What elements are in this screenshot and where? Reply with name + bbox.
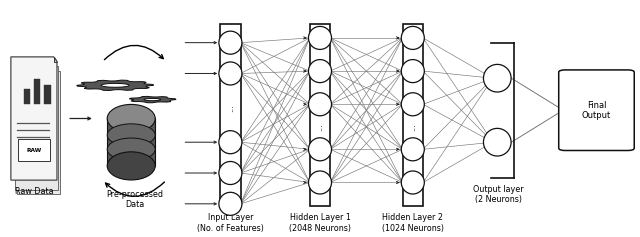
Bar bbox=[310, 24, 330, 206]
Ellipse shape bbox=[401, 171, 424, 194]
FancyBboxPatch shape bbox=[15, 66, 58, 190]
FancyBboxPatch shape bbox=[559, 70, 634, 150]
Text: Output layer
(2 Neurons): Output layer (2 Neurons) bbox=[473, 185, 524, 204]
Ellipse shape bbox=[483, 64, 511, 92]
Ellipse shape bbox=[308, 138, 332, 161]
Ellipse shape bbox=[483, 128, 511, 156]
Ellipse shape bbox=[308, 59, 332, 83]
Text: ...: ... bbox=[226, 104, 235, 112]
Text: Input Layer
(No. of Features): Input Layer (No. of Features) bbox=[197, 213, 264, 233]
Ellipse shape bbox=[401, 26, 424, 50]
Polygon shape bbox=[101, 83, 129, 87]
Ellipse shape bbox=[401, 138, 424, 161]
Bar bbox=[44, 85, 51, 104]
Text: Pre-processed
Data: Pre-processed Data bbox=[106, 190, 163, 209]
Ellipse shape bbox=[108, 105, 156, 132]
Ellipse shape bbox=[308, 26, 332, 50]
Ellipse shape bbox=[308, 93, 332, 116]
Ellipse shape bbox=[108, 124, 156, 146]
Bar bbox=[24, 89, 30, 104]
Polygon shape bbox=[11, 57, 57, 180]
Ellipse shape bbox=[308, 171, 332, 194]
Text: Hidden Layer 2
(1024 Neurons): Hidden Layer 2 (1024 Neurons) bbox=[382, 213, 444, 233]
Text: RAW: RAW bbox=[26, 148, 42, 153]
Ellipse shape bbox=[219, 62, 242, 85]
Text: ...: ... bbox=[408, 123, 417, 131]
Ellipse shape bbox=[401, 93, 424, 116]
Text: Raw Data: Raw Data bbox=[15, 187, 54, 196]
Ellipse shape bbox=[219, 192, 242, 215]
Text: Hidden Layer 1
(2048 Neurons): Hidden Layer 1 (2048 Neurons) bbox=[289, 213, 351, 233]
FancyBboxPatch shape bbox=[18, 139, 50, 161]
Ellipse shape bbox=[108, 152, 156, 180]
Bar bbox=[220, 24, 241, 206]
Polygon shape bbox=[129, 96, 176, 103]
Ellipse shape bbox=[401, 59, 424, 83]
FancyBboxPatch shape bbox=[17, 71, 60, 194]
Ellipse shape bbox=[219, 161, 242, 185]
Bar bbox=[403, 24, 423, 206]
Polygon shape bbox=[77, 80, 154, 91]
Text: ...: ... bbox=[316, 123, 324, 131]
Ellipse shape bbox=[108, 138, 156, 161]
Ellipse shape bbox=[219, 31, 242, 54]
Ellipse shape bbox=[219, 131, 242, 154]
Bar bbox=[34, 79, 40, 104]
Polygon shape bbox=[144, 98, 161, 101]
Text: Final
Output: Final Output bbox=[582, 100, 611, 120]
Bar bbox=[108, 118, 155, 166]
Polygon shape bbox=[54, 57, 57, 62]
